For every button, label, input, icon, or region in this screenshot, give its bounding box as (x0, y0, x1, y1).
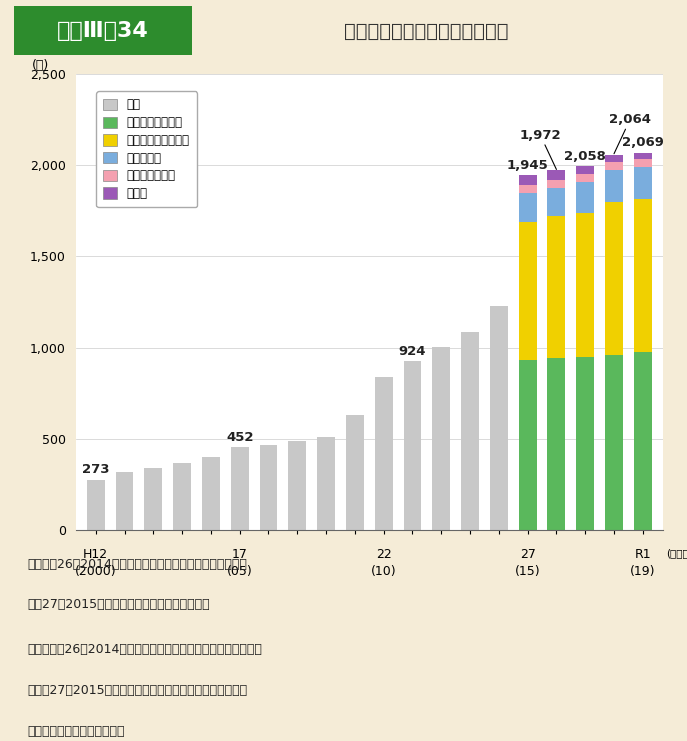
Bar (519, 185, 537, 193)
Bar (231, 448, 249, 530)
Text: 27: 27 (519, 548, 536, 561)
Text: 273: 273 (82, 463, 109, 476)
Bar (605, 170, 623, 202)
Bar (260, 445, 278, 530)
Text: (05): (05) (227, 565, 253, 579)
Text: ルギー利用動向調査」。: ルギー利用動向調査」。 (27, 725, 125, 738)
Text: 2,064: 2,064 (609, 113, 651, 154)
Bar (576, 213, 594, 356)
Text: 木質資源利用ボイラー数の推移: 木質資源利用ボイラー数の推移 (344, 22, 508, 41)
Text: 2,058: 2,058 (564, 150, 606, 162)
Bar (432, 347, 450, 530)
Text: (19): (19) (630, 565, 655, 579)
Bar (634, 352, 652, 530)
Bar (461, 332, 479, 530)
Bar (115, 472, 133, 530)
Text: 22: 22 (376, 548, 392, 561)
Text: (年・年度): (年・年度) (666, 548, 687, 558)
Bar (519, 193, 537, 222)
Bar (634, 159, 652, 167)
Bar (346, 416, 364, 530)
Text: (10): (10) (371, 565, 396, 579)
Bar (576, 166, 594, 174)
Bar (317, 437, 335, 530)
Text: 27（2015）年以降は、各年末時点の数値。: 27（2015）年以降は、各年末時点の数値。 (27, 599, 210, 611)
Bar (548, 216, 565, 359)
Text: 452: 452 (226, 431, 254, 444)
Text: 注：平成26（2014）年以前は、各年度末時点の数値。平成: 注：平成26（2014）年以前は、各年度末時点の数値。平成 (27, 557, 247, 571)
Bar (144, 468, 162, 530)
Bar (14, 7, 192, 56)
Bar (548, 188, 565, 216)
Bar (576, 174, 594, 182)
Text: 資料：平成26（2014）年度までは、林野庁木材利用課調べ。平: 資料：平成26（2014）年度までは、林野庁木材利用課調べ。平 (27, 643, 262, 657)
Bar (519, 222, 537, 360)
Bar (634, 167, 652, 199)
Text: R1: R1 (635, 548, 651, 561)
Bar (374, 376, 392, 530)
Bar (202, 457, 220, 530)
Bar (576, 182, 594, 213)
Text: 1,972: 1,972 (520, 129, 561, 170)
Legend: 総数, ペレットボイラー, 木くず焦きボイラー, 薪ボイラー, おが粉ボイラー, その他: 総数, ペレットボイラー, 木くず焦きボイラー, 薪ボイラー, おが粉ボイラー,… (96, 91, 197, 207)
Text: 924: 924 (398, 345, 426, 358)
Bar (173, 462, 191, 530)
Text: 2,069: 2,069 (622, 136, 664, 149)
Text: (2000): (2000) (75, 565, 117, 579)
Bar (634, 199, 652, 352)
Text: 17: 17 (232, 548, 247, 561)
Text: 1,945: 1,945 (507, 159, 548, 172)
Bar (548, 180, 565, 188)
Bar (519, 360, 537, 530)
Text: (15): (15) (515, 565, 541, 579)
Bar (403, 362, 421, 530)
Bar (87, 480, 104, 530)
Bar (634, 153, 652, 159)
Bar (548, 359, 565, 530)
Bar (548, 170, 565, 180)
Bar (289, 441, 306, 530)
Text: 資料Ⅲ－34: 資料Ⅲ－34 (57, 21, 149, 41)
Bar (605, 162, 623, 170)
Bar (490, 305, 508, 530)
Bar (605, 355, 623, 530)
Bar (576, 356, 594, 530)
Bar (519, 176, 537, 185)
Bar (605, 202, 623, 355)
Text: (基): (基) (32, 59, 49, 72)
Text: H12: H12 (83, 548, 109, 561)
Bar (605, 155, 623, 162)
Text: 成27（2015）年以降は、林野庁「木質バイオマスエネ: 成27（2015）年以降は、林野庁「木質バイオマスエネ (27, 684, 247, 697)
